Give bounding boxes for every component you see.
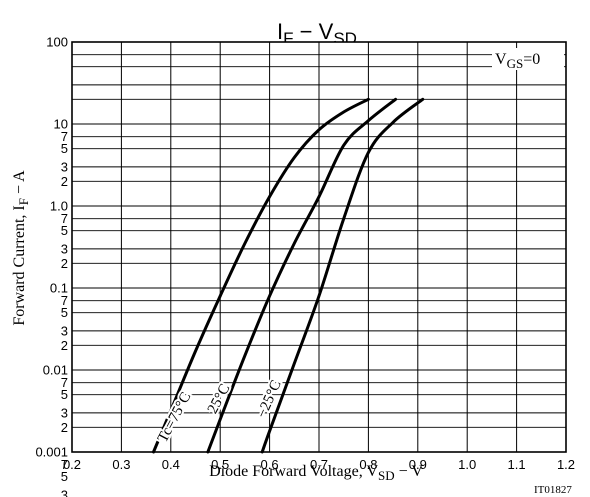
vgs-condition-label: VGS=0 [495, 51, 540, 71]
x-tick-labels: 0.2 0.3 0.4 0.5 0.6 0.7 0.8 0.9 1.0 1.1 1.2 [63, 457, 575, 472]
y-tick-label: 2 [61, 420, 68, 435]
x-tick-label: 1.2 [557, 457, 575, 472]
y-tick-label: 3 [61, 405, 68, 420]
y-tick-label: 2 [61, 174, 68, 189]
vgs-label-background [492, 48, 564, 70]
y-tick-label: 5 [61, 141, 68, 156]
y-tick-label: 2 [61, 338, 68, 353]
y-tick-label: 7 [61, 457, 68, 472]
y-tick-label: 5 [61, 223, 68, 238]
y-tick-label: 2 [61, 256, 68, 271]
x-tick-label: 0.9 [409, 457, 427, 472]
x-tick-label: 0.5 [211, 457, 229, 472]
x-tick-label: 1.0 [458, 457, 476, 472]
y-tick-label: 7 [61, 293, 68, 308]
x-tick-label: 0.6 [261, 457, 279, 472]
y-tick-label: 3 [61, 159, 68, 174]
curve-line [206, 97, 398, 454]
y-tick-label: 3 [61, 323, 68, 338]
y-axis-label: Forward Current, IF − A [11, 170, 31, 326]
y-tick-label: 3 [61, 241, 68, 256]
y-tick-label: 0.01 [43, 363, 68, 378]
plot-area: Tc=75°C 25°C −25°C [71, 41, 567, 454]
x-tick-label: 0.4 [162, 457, 180, 472]
x-tick-label: 1.1 [508, 457, 526, 472]
figure-code: IT01827 [534, 484, 572, 496]
y-tick-label: 7 [61, 129, 68, 144]
y-tick-label: 10 [54, 117, 68, 132]
y-tick-label: 5 [61, 387, 68, 402]
x-tick-label: 0.8 [359, 457, 377, 472]
plot-frame [71, 41, 567, 453]
x-axis-label: Diode Forward Voltage, VSD − V [209, 463, 423, 483]
curve-line [152, 97, 370, 454]
curve-line [260, 97, 425, 454]
x-tick-label: 0.7 [310, 457, 328, 472]
y-tick-label: 1.0 [50, 199, 68, 214]
y-tick-label: 5 [61, 305, 68, 320]
y-tick-label: 100 [46, 35, 68, 50]
grid-lines [71, 41, 567, 453]
y-tick-label: 3 [61, 487, 68, 497]
y-tick-label: 7 [61, 375, 68, 390]
y-tick-label: 5 [61, 469, 68, 484]
x-tick-label: 0.2 [63, 457, 81, 472]
y-tick-label: 0.001 [35, 445, 68, 460]
x-tick-label: 0.3 [112, 457, 130, 472]
y-tick-label: 7 [61, 211, 68, 226]
y-tick-label: 0.1 [50, 281, 68, 296]
